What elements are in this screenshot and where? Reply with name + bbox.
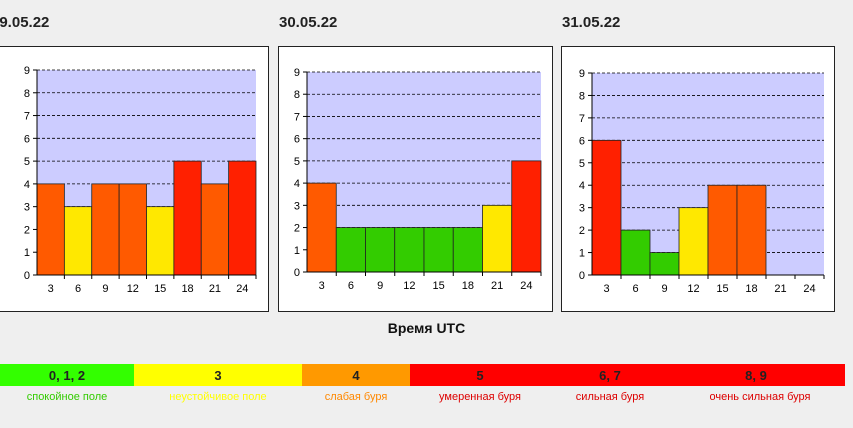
y-tick-label: 8 [294,89,300,101]
x-tick-label: 9 [661,283,667,295]
bar [452,227,483,273]
y-tick-label: 4 [294,178,300,190]
y-tick-label: 9 [24,65,30,77]
y-tick-label: 4 [579,180,585,192]
bar [63,206,93,276]
y-tick-label: 7 [294,111,300,123]
y-tick-label: 4 [24,179,30,191]
y-tick-label: 2 [294,223,300,235]
bar [335,227,366,273]
legend-swatch-calm: 0, 1, 2 [0,364,134,386]
chart-panel-2: 0 1 2 3 4 5 6 7 8 9 3 6 9 12 15 18 21 24 [278,46,553,312]
y-tick-label: 6 [294,134,300,146]
y-tick-label: 2 [24,224,30,236]
bar [707,184,738,276]
y-tick-label: 7 [579,113,585,125]
y-tick-label: 0 [579,270,585,282]
y-tick-label: 9 [294,67,300,79]
y-tick-label: 2 [579,225,585,237]
y-tick-label: 9 [579,68,585,80]
legend-label-weak-storm: слабая буря [324,391,388,403]
x-tick-label: 15 [433,280,445,292]
bar [200,183,230,276]
bar [423,227,454,273]
legend-swatch-weak-storm: 4 [302,364,410,386]
y-tick-label: 5 [579,158,585,170]
bar [678,207,709,276]
bar [36,183,65,276]
x-tick-label: 24 [520,280,532,292]
y-tick-label: 7 [24,111,30,123]
x-tick-label: 15 [716,283,728,295]
legend-label-unsettled: неустойчивое поле [169,391,267,403]
y-tick-label: 0 [24,270,30,282]
x-tick-label: 21 [491,280,503,292]
legend-label-strong: сильная буря [575,391,645,403]
bar [91,183,120,276]
legend-range-very-strong: 8, 9 [745,367,767,383]
x-tick-label: 18 [745,283,757,295]
y-tick-label: 6 [24,133,30,145]
legend-label-moderate: умеренная буря [439,391,521,403]
y-tick-label: 0 [294,267,300,279]
x-tick-label: 3 [603,283,609,295]
x-tick-label: 18 [181,283,193,295]
bar [173,160,202,276]
y-tick-label: 3 [24,202,30,214]
bar [736,184,767,276]
x-tick-label: 18 [462,280,474,292]
x-tick-label: 9 [102,283,108,295]
legend-range-moderate: 5 [476,367,484,383]
legend-label-very-strong: очень сильная буря [709,391,811,403]
y-tick-label: 8 [24,88,30,100]
chart-panel-3: 0 1 2 3 4 5 6 7 8 9 3 6 9 12 15 18 21 24 [561,46,835,312]
x-tick-label: 6 [75,283,81,295]
x-tick-label: 15 [154,283,166,295]
y-tick-label: 3 [579,203,585,215]
x-tick-label: 6 [348,280,354,292]
x-tick-label: 21 [774,283,786,295]
y-tick-label: 1 [24,247,30,259]
chart-title-1: 29.05.22 [0,14,50,31]
x-tick-label: 24 [803,283,815,295]
chart-panel-1: 0 1 2 3 4 5 6 7 8 9 3 6 9 12 15 18 21 24 [0,46,269,312]
x-tick-label: 12 [687,283,699,295]
legend-label-calm: спокойное поле [26,391,108,403]
legend-range-strong: 6, 7 [599,367,621,383]
bar [365,227,396,273]
bar [118,183,147,276]
y-tick-label: 1 [579,248,585,260]
x-tick-label: 12 [403,280,415,292]
y-tick-label: 8 [579,90,585,102]
bar [146,206,175,276]
x-tick-label: 3 [48,283,54,295]
y-tick-label: 3 [294,200,300,212]
x-tick-label: 9 [377,280,383,292]
x-axis-title: Время UTC [387,320,466,336]
bar [649,252,680,276]
x-tick-label: 3 [319,280,325,292]
chart-title-3: 31.05.22 [562,14,621,31]
bar [620,229,651,276]
y-tick-label: 5 [24,156,30,168]
bar [511,160,542,273]
y-tick-label: 1 [294,245,300,257]
x-tick-label: 6 [632,283,638,295]
y-tick-label: 6 [579,135,585,147]
bar [591,139,622,276]
bar [482,204,513,273]
chart-title-2: 30.05.22 [279,14,338,31]
x-tick-label: 24 [236,283,248,295]
bar [306,182,337,273]
legend-swatch-storms [410,364,845,386]
x-tick-label: 21 [209,283,221,295]
y-tick-label: 5 [294,156,300,168]
x-tick-label: 12 [127,283,139,295]
legend-swatch-unsettled: 3 [134,364,302,386]
bar [228,160,257,276]
bar [394,227,425,273]
